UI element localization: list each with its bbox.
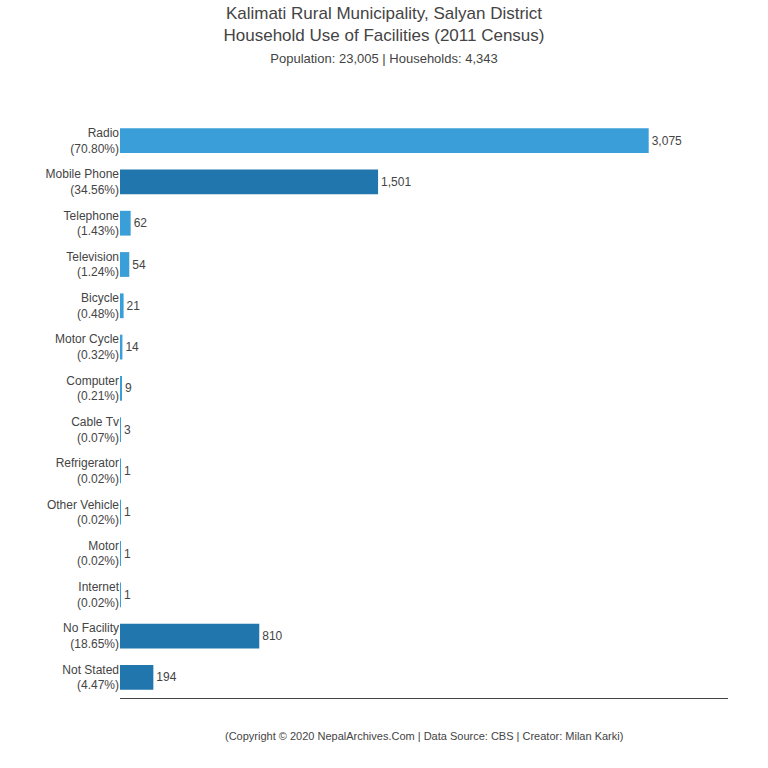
svg-text:Bicycle(0.48%): Bicycle(0.48%) xyxy=(77,291,119,321)
svg-text:9: 9 xyxy=(125,381,132,395)
svg-text:1: 1 xyxy=(124,505,131,519)
svg-text:1: 1 xyxy=(124,588,131,602)
svg-text:Television(1.24%): Television(1.24%) xyxy=(66,250,119,280)
svg-text:1: 1 xyxy=(124,547,131,561)
svg-text:Not Stated(4.47%): Not Stated(4.47%) xyxy=(62,663,119,693)
svg-text:Telephone(1.43%): Telephone(1.43%) xyxy=(64,209,120,239)
svg-text:21: 21 xyxy=(127,299,141,313)
svg-text:3: 3 xyxy=(124,423,131,437)
svg-text:No Facility(18.65%): No Facility(18.65%) xyxy=(63,621,119,651)
svg-text:Motor Cycle(0.32%): Motor Cycle(0.32%) xyxy=(55,332,119,362)
svg-text:Motor(0.02%): Motor(0.02%) xyxy=(77,539,119,569)
svg-text:Mobile Phone(34.56%): Mobile Phone(34.56%) xyxy=(46,167,120,197)
svg-text:Refrigerator(0.02%): Refrigerator(0.02%) xyxy=(56,456,119,486)
svg-text:(Copyright © 2020 NepalArchive: (Copyright © 2020 NepalArchives.Com | Da… xyxy=(225,730,623,742)
svg-text:1,501: 1,501 xyxy=(381,175,411,189)
svg-text:Computer(0.21%): Computer(0.21%) xyxy=(66,374,119,404)
svg-text:54: 54 xyxy=(132,258,146,272)
svg-text:3,075: 3,075 xyxy=(652,134,682,148)
svg-text:194: 194 xyxy=(156,670,176,684)
svg-text:Radio(70.80%): Radio(70.80%) xyxy=(70,126,119,156)
svg-text:62: 62 xyxy=(134,216,148,230)
svg-text:810: 810 xyxy=(262,629,282,643)
svg-text:Cable Tv(0.07%): Cable Tv(0.07%) xyxy=(71,415,119,445)
svg-text:1: 1 xyxy=(124,464,131,478)
svg-text:Other Vehicle(0.02%): Other Vehicle(0.02%) xyxy=(47,498,119,528)
svg-text:Internet(0.02%): Internet(0.02%) xyxy=(77,580,120,610)
svg-text:14: 14 xyxy=(125,340,139,354)
svg-text:Kalimati Rural Municipality, S: Kalimati Rural Municipality, Salyan Dist… xyxy=(224,4,545,66)
